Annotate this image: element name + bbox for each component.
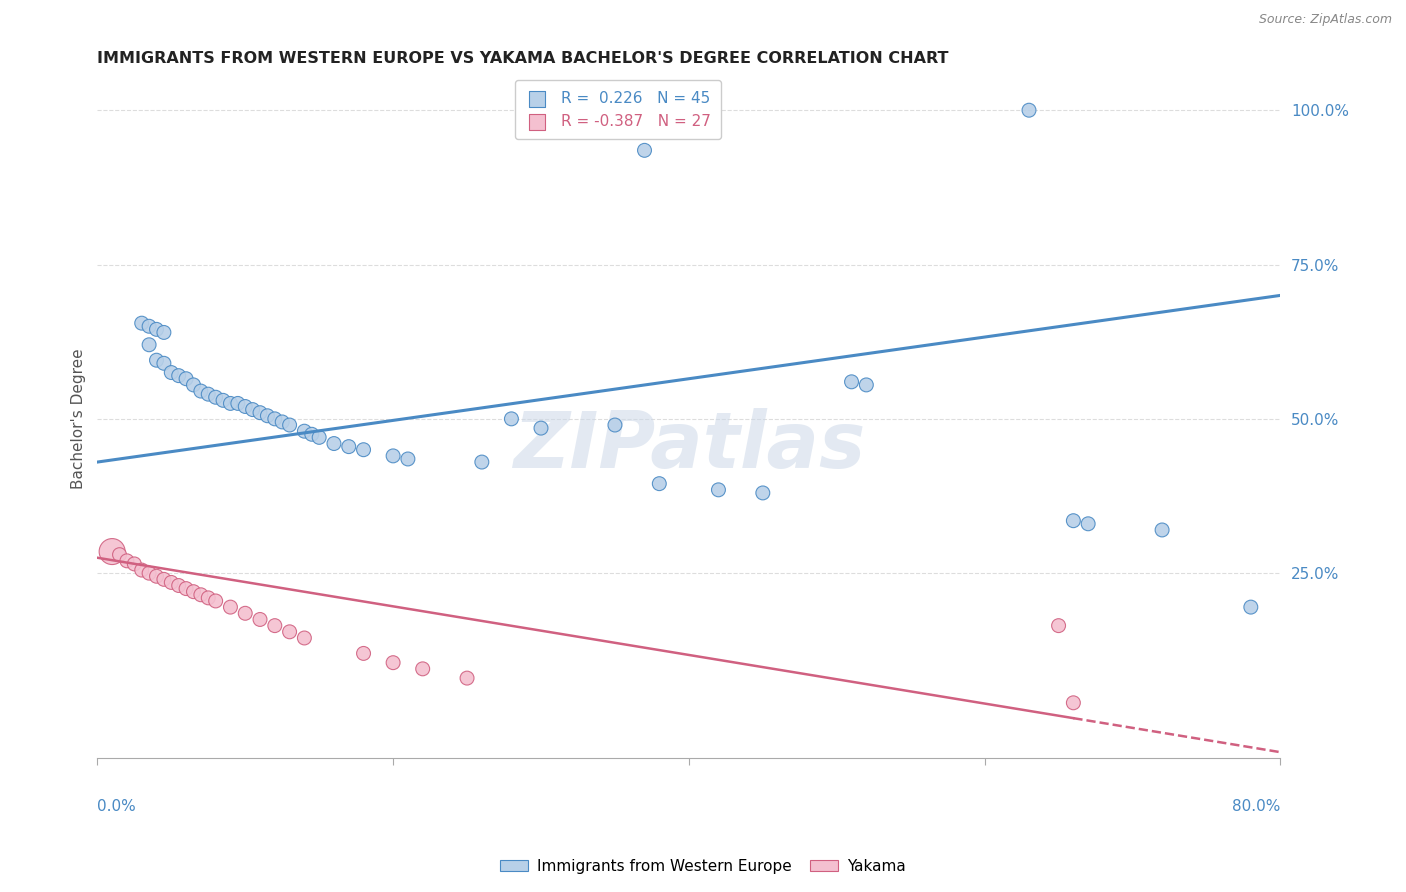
Point (323, 436, 346, 450)
Point (145, 322, 167, 336)
Point (278, 417, 301, 432)
Point (353, 647, 375, 661)
Point (138, 338, 160, 352)
Point (855, 377, 877, 392)
Text: 80.0%: 80.0% (1232, 799, 1281, 814)
Point (183, 377, 205, 392)
Point (153, 572, 176, 586)
Legend: Immigrants from Western Europe, Yakama: Immigrants from Western Europe, Yakama (495, 853, 911, 880)
Point (167, 368, 190, 383)
Text: Source: ZipAtlas.com: Source: ZipAtlas.com (1258, 13, 1392, 27)
Point (1240, 600, 1263, 615)
Point (412, 662, 434, 676)
Point (1077, 516, 1099, 531)
Point (160, 575, 183, 590)
Point (108, 548, 131, 562)
Point (145, 353, 167, 368)
Point (197, 591, 219, 605)
Point (308, 430, 330, 444)
Point (190, 384, 212, 398)
Point (752, 486, 775, 500)
Point (160, 366, 183, 380)
Point (233, 400, 256, 414)
Point (124, 557, 146, 571)
Point (131, 563, 153, 577)
Point (603, 417, 626, 432)
Point (382, 656, 405, 670)
Point (153, 326, 176, 340)
Point (271, 415, 294, 429)
Point (278, 624, 301, 639)
Point (174, 582, 197, 596)
Point (301, 427, 323, 442)
Point (1047, 618, 1070, 632)
Point (256, 409, 278, 423)
Point (226, 396, 249, 410)
Point (101, 544, 124, 558)
Text: ZIPatlas: ZIPatlas (513, 408, 865, 484)
Point (471, 455, 494, 469)
Text: IMMIGRANTS FROM WESTERN EUROPE VS YAKAMA BACHELOR'S DEGREE CORRELATION CHART: IMMIGRANTS FROM WESTERN EUROPE VS YAKAMA… (97, 51, 949, 66)
Point (242, 402, 264, 417)
Point (1062, 696, 1084, 710)
Point (1152, 523, 1174, 537)
Point (841, 375, 863, 389)
Point (263, 412, 285, 426)
Point (138, 566, 160, 581)
Point (197, 387, 219, 401)
Legend: R =  0.226   N = 45, R = -0.387   N = 27: R = 0.226 N = 45, R = -0.387 N = 27 (515, 80, 721, 139)
Point (174, 372, 197, 386)
Point (501, 412, 523, 426)
Point (707, 483, 730, 497)
Point (633, 144, 655, 158)
Point (292, 631, 315, 645)
Point (249, 406, 271, 420)
Point (219, 396, 242, 410)
Point (1018, 103, 1040, 118)
Point (337, 440, 360, 454)
Point (1306, 180, 1329, 194)
Point (212, 393, 235, 408)
Point (219, 600, 242, 615)
Point (396, 452, 419, 467)
Point (115, 554, 138, 568)
Point (233, 607, 256, 621)
Point (204, 594, 226, 608)
Point (138, 319, 160, 334)
Point (292, 424, 315, 438)
Point (456, 671, 478, 685)
Point (131, 316, 153, 330)
Y-axis label: Bachelor's Degree: Bachelor's Degree (72, 349, 86, 489)
Point (145, 569, 167, 583)
Point (167, 578, 190, 592)
Point (153, 356, 176, 370)
Point (183, 584, 205, 599)
Point (249, 612, 271, 626)
Point (204, 390, 226, 404)
Point (353, 442, 375, 457)
Point (648, 476, 671, 491)
Point (648, 119, 671, 133)
Text: 0.0%: 0.0% (97, 799, 136, 814)
Point (530, 421, 553, 435)
Point (382, 449, 405, 463)
Point (263, 618, 285, 632)
Point (190, 588, 212, 602)
Point (1062, 514, 1084, 528)
